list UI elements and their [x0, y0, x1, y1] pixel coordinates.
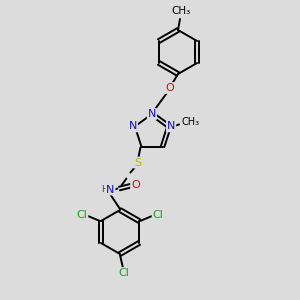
Text: H: H — [101, 185, 108, 194]
Text: O: O — [166, 83, 174, 93]
Text: Cl: Cl — [76, 210, 87, 220]
Text: Cl: Cl — [118, 268, 129, 278]
Text: N: N — [148, 109, 156, 119]
Text: CH₃: CH₃ — [171, 6, 190, 16]
Text: N: N — [167, 122, 175, 131]
Text: N: N — [106, 184, 115, 195]
Text: Cl: Cl — [153, 210, 164, 220]
Text: S: S — [134, 158, 141, 168]
Text: CH₃: CH₃ — [181, 117, 199, 128]
Text: N: N — [129, 122, 137, 131]
Text: O: O — [131, 180, 140, 190]
